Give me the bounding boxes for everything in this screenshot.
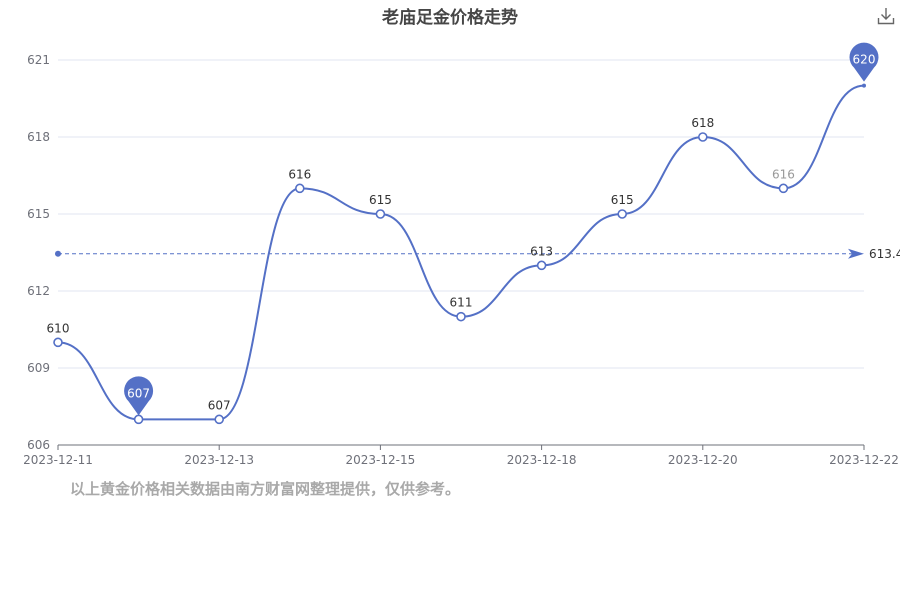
average-line-label: 613.45 [869, 247, 900, 261]
y-tick-label: 606 [27, 438, 50, 452]
mark-pin-label: 607 [127, 386, 150, 400]
line-chart: 606 609 612 615 618 621 2023-12-11 2023-12-13 20… [23, 42, 900, 467]
y-tick-label: 609 [27, 361, 50, 375]
y-tick-label: 621 [27, 53, 50, 67]
data-label: 615 [611, 193, 634, 207]
data-label: 616 [772, 167, 795, 181]
data-label: 616 [288, 167, 311, 181]
chart-title: 老庙足金价格走势 [382, 8, 518, 28]
y-tick-label: 615 [27, 207, 50, 221]
data-label: 613 [530, 244, 553, 258]
data-label: 607 [208, 398, 231, 412]
y-tick-label: 612 [27, 284, 50, 298]
download-icon[interactable] [876, 6, 896, 26]
x-tick-label: 2023-12-20 [668, 453, 738, 467]
x-tick-label: 2023-12-15 [346, 453, 416, 467]
data-point [778, 183, 789, 194]
data-point [862, 83, 866, 88]
data-label: 610 [47, 321, 70, 335]
grid-lines [58, 59, 864, 369]
data-point [456, 311, 466, 322]
x-tick-label: 2023-12-13 [184, 453, 254, 467]
y-tick-label: 618 [27, 130, 50, 144]
max-mark-pin: 620 [849, 42, 879, 82]
average-line-arrow [848, 248, 864, 259]
data-point [133, 414, 144, 425]
average-mark-line: 613.45 [55, 247, 900, 261]
min-mark-pin: 607 [124, 376, 154, 416]
x-tick-label: 2023-12-18 [507, 453, 577, 467]
data-point [697, 132, 708, 142]
data-point [617, 209, 628, 219]
x-tick-label: 2023-12-11 [23, 453, 93, 467]
data-label: 611 [450, 296, 473, 310]
data-point [375, 209, 386, 219]
data-label: 615 [369, 193, 392, 207]
data-point [294, 183, 305, 194]
data-point [536, 260, 547, 271]
data-labels: 610 607 616 615 611 613 615 618 616 [47, 116, 795, 412]
mark-pin-shape [849, 42, 879, 82]
data-label: 618 [691, 116, 714, 130]
data-point [53, 337, 63, 348]
mark-pin-label: 620 [853, 53, 876, 67]
mark-pin-shape [124, 376, 154, 416]
data-points [53, 83, 866, 425]
footnote: 以上黄金价格相关数据由南方财富网整理提供，仅供参考。 [70, 480, 461, 498]
x-tick-label: 2023-12-22 [829, 453, 899, 467]
series-line [57, 84, 865, 421]
mark-points: 607 620 [124, 42, 879, 416]
axes: 606 609 612 615 618 621 2023-12-11 2023-12-13 20… [23, 53, 899, 467]
data-point [214, 414, 224, 425]
